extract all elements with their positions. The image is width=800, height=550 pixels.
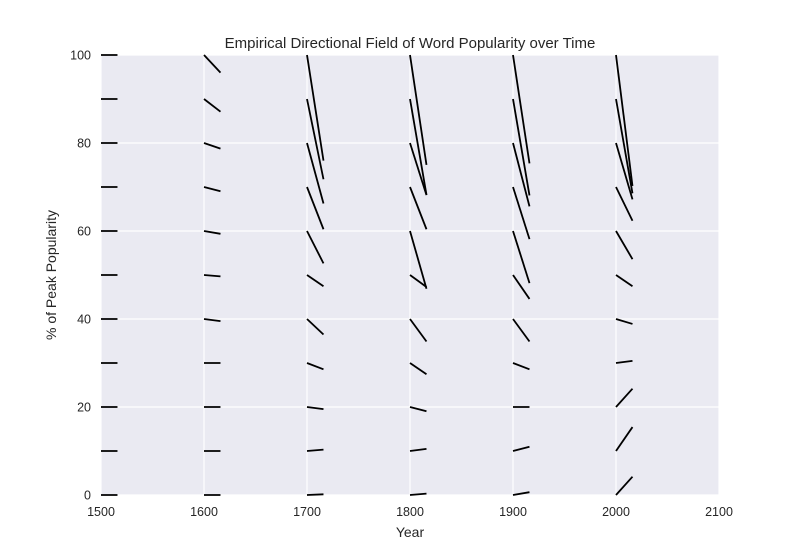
direction-segment [306, 274, 324, 288]
direction-segment [409, 230, 428, 289]
direction-segment [409, 492, 427, 496]
x-tick-labels: 1500 1600 1700 1800 1900 2000 2100 [87, 505, 733, 519]
direction-segment [512, 274, 531, 300]
x-tick-label: 1500 [87, 505, 115, 519]
direction-segment [203, 230, 221, 235]
direction-segment [512, 491, 530, 496]
direction-segment [306, 318, 325, 336]
direction-segment [615, 476, 634, 496]
direction-segment [306, 186, 325, 230]
direction-segment [615, 54, 634, 187]
direction-segment [615, 186, 634, 222]
direction-segments [101, 54, 634, 496]
x-tick-label: 1700 [293, 505, 321, 519]
direction-segment [512, 362, 530, 371]
y-tick-label: 80 [77, 137, 91, 151]
direction-segment [203, 142, 221, 150]
x-tick-label: 2100 [705, 505, 733, 519]
direction-segment [306, 493, 324, 496]
direction-segment [306, 54, 325, 161]
direction-segment [409, 447, 427, 452]
chart-title: Empirical Directional Field of Word Popu… [225, 35, 596, 52]
direction-segment [409, 98, 428, 195]
y-axis-label: % of Peak Popularity [43, 210, 59, 340]
direction-segment [203, 186, 221, 193]
y-tick-label: 40 [77, 313, 91, 327]
y-tick-label: 0 [84, 489, 91, 503]
direction-segment [409, 186, 428, 230]
direction-segment [512, 142, 531, 207]
direction-segment [512, 445, 530, 452]
direction-segment [409, 406, 427, 413]
direction-segment [409, 362, 427, 376]
direction-segment [203, 274, 221, 278]
direction-segment [203, 98, 222, 113]
direction-segment [615, 274, 633, 288]
x-tick-label: 1600 [190, 505, 218, 519]
direction-segment [615, 142, 634, 200]
direction-segment [409, 54, 428, 165]
x-tick-label: 1900 [499, 505, 527, 519]
y-tick-label: 20 [77, 401, 91, 415]
direction-segment [512, 54, 531, 164]
direction-segment [306, 230, 325, 264]
y-tick-label: 100 [70, 49, 91, 63]
direction-segment [306, 98, 325, 180]
direction-segment [409, 274, 428, 288]
direction-segment [615, 426, 634, 452]
direction-segment [615, 359, 633, 364]
direction-segment [615, 230, 634, 260]
direction-segment [409, 318, 428, 343]
direction-segment [512, 186, 531, 240]
y-tick-labels: 0 20 40 60 80 100 [70, 49, 91, 503]
direction-segment [512, 98, 531, 196]
direction-segment [615, 318, 633, 325]
x-axis-label: Year [396, 524, 425, 540]
direction-segment [512, 318, 531, 343]
direction-segment [306, 362, 324, 371]
direction-segment [306, 142, 325, 204]
direction-segment [409, 142, 428, 196]
direction-segment [615, 388, 634, 408]
direction-segment [512, 230, 531, 284]
direction-segment [615, 98, 634, 194]
direction-segment [203, 54, 222, 74]
direction-segment [306, 448, 324, 452]
direction-segment [306, 406, 324, 411]
x-tick-label: 1800 [396, 505, 424, 519]
x-tick-label: 2000 [602, 505, 630, 519]
direction-segment [203, 318, 221, 323]
y-tick-label: 60 [77, 225, 91, 239]
